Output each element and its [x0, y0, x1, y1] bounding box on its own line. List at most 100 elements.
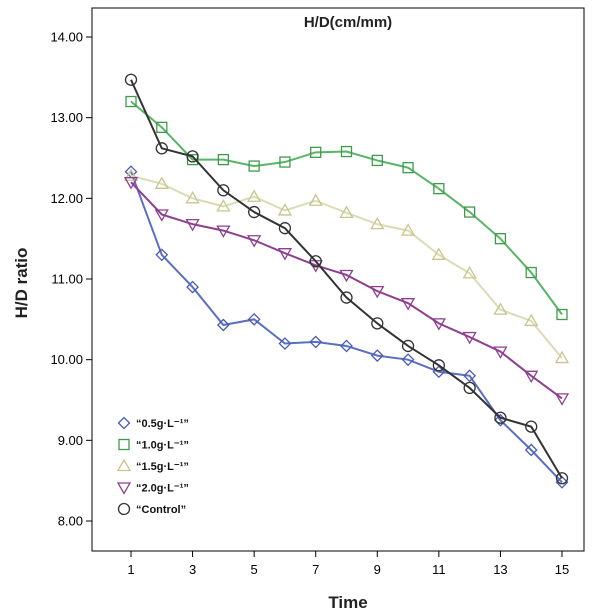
data-point [402, 162, 414, 174]
data-point [371, 154, 383, 167]
legend-label: “1.0g·L⁻¹” [136, 440, 189, 452]
x-axis-title: Time [328, 593, 367, 612]
y-tick-label: 11.00 [51, 272, 83, 287]
legend-marker [117, 502, 131, 516]
data-point [401, 353, 415, 367]
legend-marker [118, 438, 130, 451]
data-point [278, 222, 292, 235]
data-point [340, 339, 353, 353]
series-layer [123, 73, 570, 489]
data-point [156, 121, 168, 133]
legend-marker [117, 416, 131, 430]
y-tick-label: 9.00 [58, 433, 83, 448]
data-point [554, 393, 570, 406]
data-point [493, 302, 508, 315]
data-point [248, 160, 260, 172]
series-3 [123, 168, 570, 364]
series-5 [124, 73, 569, 485]
data-point [400, 223, 416, 236]
chart-title: H/D(cm/mm) [304, 14, 392, 31]
data-point [185, 218, 200, 232]
data-point [493, 346, 508, 359]
y-tick-label: 10.00 [50, 352, 83, 367]
data-point [247, 189, 262, 202]
data-point [125, 95, 137, 108]
data-point [186, 150, 199, 163]
series-line [130, 100, 563, 316]
data-point [340, 291, 353, 304]
legend-label: “0.5g·L⁻¹” [136, 418, 189, 430]
data-point [247, 312, 261, 326]
legend-label: “2.0g·L⁻¹” [136, 483, 189, 495]
data-point [155, 142, 168, 155]
series-2 [125, 95, 568, 321]
data-point [463, 381, 476, 395]
y-tick-label: 13.00 [50, 110, 83, 125]
data-point [278, 337, 292, 350]
data-point [371, 317, 384, 330]
data-point [400, 298, 416, 311]
data-point [431, 318, 446, 331]
x-axis: 1 3 5 7 9 11 13 15 [127, 551, 569, 577]
data-point [123, 168, 139, 181]
series-4 [123, 177, 570, 406]
data-point [524, 370, 539, 384]
x-tick-label: 5 [251, 562, 258, 577]
data-point [525, 420, 538, 433]
series-line [130, 181, 563, 400]
data-point [216, 199, 231, 212]
data-point [277, 248, 293, 261]
data-point [155, 248, 169, 262]
data-point [431, 247, 446, 260]
data-point [339, 269, 354, 283]
data-point [186, 280, 199, 294]
data-point [277, 203, 293, 216]
data-point [217, 153, 230, 166]
data-point [308, 193, 323, 206]
data-point [154, 176, 169, 189]
data-point [309, 255, 322, 268]
x-tick-label: 13 [493, 562, 507, 577]
data-point [433, 183, 445, 195]
data-point [432, 359, 446, 372]
data-point [462, 331, 477, 345]
data-point [247, 235, 262, 248]
y-axis: 8.00 9.00 10.00 11.00 12.00 13.00 14.00 [50, 30, 92, 529]
data-point [370, 285, 385, 299]
data-point [554, 350, 570, 364]
data-point [370, 349, 384, 363]
legend: “0.5g·L⁻¹” “1.0g·L⁻¹” “1.5g·L⁻¹” “2.0g·L⁻¹”… [116, 416, 189, 516]
data-point [463, 369, 477, 383]
data-point [124, 73, 138, 86]
series-1 [124, 165, 569, 489]
data-point [401, 339, 415, 353]
y-tick-label: 12.00 [50, 191, 83, 206]
data-point [555, 475, 569, 489]
data-point [524, 443, 538, 457]
data-point [524, 313, 539, 327]
data-point [216, 225, 231, 238]
y-axis-title: H/D ratio [12, 248, 31, 319]
x-tick-label: 7 [312, 562, 319, 577]
x-tick-label: 1 [127, 562, 134, 577]
y-tick-label: 14.00 [50, 30, 83, 45]
data-point [154, 209, 169, 222]
data-point [340, 145, 353, 158]
data-point [555, 472, 569, 485]
data-point [310, 146, 322, 159]
x-tick-label: 9 [374, 562, 381, 577]
x-tick-label: 3 [189, 562, 196, 577]
data-point [217, 184, 230, 197]
legend-label: “1.5g·L⁻¹” [136, 461, 189, 473]
data-point [309, 335, 323, 349]
x-tick-label: 15 [555, 562, 569, 577]
series-line [130, 171, 563, 483]
data-point [463, 206, 476, 218]
series-line [130, 79, 563, 479]
x-tick-label: 11 [432, 562, 446, 577]
data-point [525, 266, 537, 279]
y-tick-label: 8.00 [58, 514, 83, 529]
data-point [494, 233, 507, 245]
data-point [216, 318, 230, 332]
